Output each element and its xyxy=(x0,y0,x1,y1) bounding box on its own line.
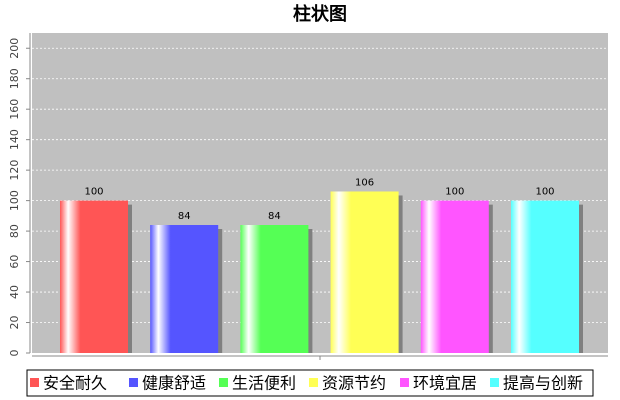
chart-title: 柱状图 xyxy=(293,3,347,25)
bar xyxy=(330,191,399,353)
value-label: 84 xyxy=(268,211,281,222)
legend-swatch xyxy=(309,378,318,387)
y-tick-label: 200 xyxy=(8,38,21,59)
y-tick-label: 40 xyxy=(8,285,21,299)
value-label: 84 xyxy=(178,211,191,222)
legend-label: 资源节约 xyxy=(322,374,386,393)
bar xyxy=(240,225,309,353)
legend-label: 生活便利 xyxy=(232,374,296,393)
y-tick-label: 0 xyxy=(8,350,21,357)
y-tick-label: 80 xyxy=(8,224,21,238)
y-tick-label: 120 xyxy=(8,160,21,181)
value-label: 106 xyxy=(355,177,374,188)
value-label: 100 xyxy=(84,187,103,198)
bar xyxy=(150,225,219,353)
bar xyxy=(511,200,579,353)
legend-label: 健康舒适 xyxy=(142,374,206,393)
y-tick-label: 20 xyxy=(8,316,21,330)
y-tick-label: 100 xyxy=(8,190,21,211)
legend-swatch xyxy=(490,378,499,387)
legend-label: 提高与创新 xyxy=(503,374,583,393)
bar xyxy=(420,200,489,353)
value-label: 100 xyxy=(445,187,464,198)
value-label: 100 xyxy=(535,187,554,198)
y-tick-label: 180 xyxy=(8,68,21,89)
legend-swatch xyxy=(30,378,39,387)
bar xyxy=(60,200,128,353)
legend-swatch xyxy=(129,378,138,387)
legend-swatch xyxy=(219,378,228,387)
y-tick-label: 60 xyxy=(8,255,21,269)
y-tick-label: 160 xyxy=(8,99,21,120)
y-tick-label: 140 xyxy=(8,129,21,150)
legend-swatch xyxy=(400,378,409,387)
legend-label: 环境宜居 xyxy=(413,374,477,393)
legend-label: 安全耐久 xyxy=(43,374,107,393)
